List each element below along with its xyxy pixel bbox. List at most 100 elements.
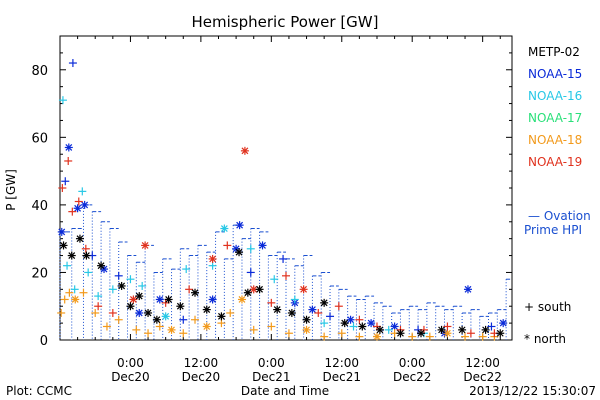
point-noaa-18-north: [237, 295, 246, 304]
x-axis-ticks: 0:00Dec2012:00Dec200:00Dec2112:00Dec210:…: [77, 36, 502, 384]
point-noaa-18-north: [443, 329, 452, 338]
x-tick-label-time: 12:00: [324, 356, 359, 370]
point-noaa-15-north: [80, 200, 89, 209]
legend-entry-noaa-19: NOAA-19: [528, 155, 582, 169]
point-noaa-18-north: [167, 325, 176, 334]
point-metp-02-north: [176, 302, 185, 311]
point-noaa-19-north: [208, 254, 217, 263]
point-metp-02-north: [287, 308, 296, 317]
point-noaa-16-south: [70, 285, 79, 294]
point-noaa-18-south: [132, 325, 141, 334]
x-tick-label-time: 0:00: [399, 356, 426, 370]
point-noaa-15-north: [57, 227, 66, 236]
point-noaa-18-south: [284, 329, 293, 338]
point-noaa-15-north: [64, 143, 73, 152]
point-noaa-18-south: [337, 329, 346, 338]
point-metp-02-north: [67, 251, 76, 260]
x-tick-label-time: 0:00: [117, 356, 144, 370]
point-noaa-15-north: [463, 285, 472, 294]
marker-legend-north: * north: [524, 332, 566, 346]
point-noaa-16-south: [349, 322, 358, 331]
point-noaa-16-south: [78, 187, 87, 196]
point-noaa-18-south: [179, 329, 188, 338]
point-noaa-15-north: [135, 308, 144, 317]
point-noaa-18-south: [226, 308, 235, 317]
point-noaa-18-south: [425, 332, 434, 341]
plot-area-frame: [59, 35, 513, 341]
point-noaa-15-north: [73, 204, 82, 213]
point-metp-02-north: [273, 305, 282, 314]
point-noaa-18-south: [144, 329, 153, 338]
point-noaa-15-south: [114, 271, 123, 280]
point-noaa-19-south: [74, 197, 83, 206]
point-metp-02-north: [217, 312, 226, 321]
chart-title: Hemispheric Power [GW]: [192, 13, 379, 31]
point-metp-02-north: [235, 248, 244, 257]
point-noaa-19-south: [223, 241, 232, 250]
point-metp-02-north: [358, 322, 367, 331]
point-noaa-18-north: [372, 332, 381, 341]
x-tick-label-date: Dec20: [182, 370, 221, 384]
point-noaa-15-south: [326, 312, 335, 321]
ovation-legend-line1: — Ovation: [528, 209, 591, 223]
point-noaa-19-north: [299, 285, 308, 294]
point-noaa-18-south: [461, 332, 470, 341]
point-noaa-16-south: [63, 261, 72, 270]
point-noaa-16-north: [161, 312, 170, 321]
point-metp-02-north: [302, 315, 311, 324]
point-noaa-18-south: [249, 325, 258, 334]
point-noaa-19-south: [94, 302, 103, 311]
point-noaa-19-south: [267, 298, 276, 307]
point-noaa-19-south: [81, 244, 90, 253]
point-noaa-18-south: [91, 308, 100, 317]
point-noaa-15-north: [499, 319, 508, 328]
point-noaa-15-north: [367, 319, 376, 328]
point-noaa-18-south: [155, 322, 164, 331]
point-metp-02-north: [152, 315, 161, 324]
point-metp-02-north: [243, 288, 252, 297]
point-noaa-15-south: [61, 177, 70, 186]
point-noaa-16-north: [220, 224, 229, 233]
point-metp-02-north: [496, 329, 505, 338]
point-noaa-18-south: [60, 295, 69, 304]
x-tick-label-time: 0:00: [258, 356, 285, 370]
point-noaa-16-south: [94, 292, 103, 301]
y-tick-label: 40: [31, 199, 48, 214]
point-metp-02-north: [191, 288, 200, 297]
point-noaa-15-south: [179, 315, 188, 324]
legend-entry-metp-02: METP-02: [528, 45, 580, 59]
point-metp-02-north: [59, 241, 68, 250]
point-noaa-16-south: [84, 268, 93, 277]
y-tick-label: 20: [31, 266, 48, 281]
legend-entry-noaa-15: NOAA-15: [528, 67, 582, 81]
point-metp-02-north: [375, 325, 384, 334]
point-noaa-15-north: [208, 295, 217, 304]
point-noaa-19-south: [185, 285, 194, 294]
point-noaa-15-north: [346, 315, 355, 324]
point-noaa-19-south: [68, 207, 77, 216]
point-noaa-19-south: [314, 308, 323, 317]
point-noaa-16-south: [270, 275, 279, 284]
point-metp-02-north: [135, 292, 144, 301]
point-noaa-16-south: [320, 319, 329, 328]
x-tick-label-date: Dec21: [323, 370, 362, 384]
point-noaa-18-south: [65, 288, 74, 297]
x-tick-label-date: Dec21: [252, 370, 291, 384]
point-noaa-19-south: [466, 329, 475, 338]
point-noaa-15-north: [235, 221, 244, 230]
legend-entry-noaa-17: NOAA-17: [528, 111, 582, 125]
point-noaa-18-north: [71, 295, 80, 304]
point-metp-02-north: [437, 325, 446, 334]
plot-timestamp: 2013/12/22 15:30:07: [469, 384, 596, 398]
point-noaa-15-north: [308, 305, 317, 314]
point-noaa-16-south: [182, 265, 191, 274]
point-metp-02-north: [97, 261, 106, 270]
point-noaa-15-south: [279, 254, 288, 263]
point-noaa-18-south: [408, 332, 417, 341]
legend-entry-noaa-18: NOAA-18: [528, 133, 582, 147]
legend-entry-noaa-16: NOAA-16: [528, 89, 582, 103]
point-noaa-18-south: [267, 322, 276, 331]
point-noaa-18-south: [355, 332, 364, 341]
point-noaa-15-south: [246, 268, 255, 277]
